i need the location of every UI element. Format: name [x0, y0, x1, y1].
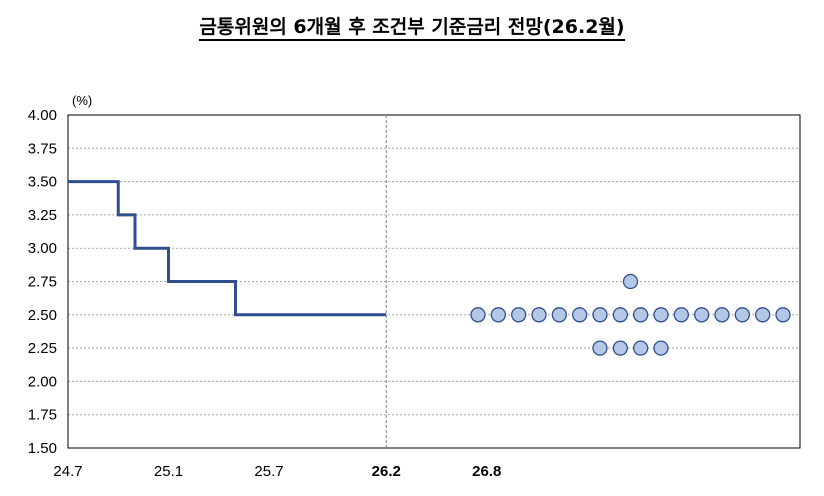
- projection-dot: [511, 307, 527, 323]
- projection-dot: [714, 307, 730, 323]
- y-tick-label: 3.25: [28, 207, 57, 224]
- x-tick-label: 25.7: [254, 463, 283, 480]
- x-tick-label: 25.1: [154, 463, 183, 480]
- unit-label: (%): [72, 93, 92, 108]
- y-tick-label: 2.00: [28, 373, 57, 390]
- x-tick-label: 26.2: [372, 463, 401, 480]
- plot-area: [67, 114, 801, 449]
- y-tick-label: 2.50: [28, 307, 57, 324]
- x-tick-label: 24.7: [53, 463, 82, 480]
- projection-dot: [622, 273, 639, 290]
- projection-dot: [612, 340, 628, 356]
- projection-dot: [633, 340, 649, 356]
- projection-dot: [734, 307, 750, 323]
- y-tick-label: 3.75: [28, 140, 57, 157]
- y-axis-ticks: 4.00 3.75 3.50 3.25 3.00 2.75 2.50 2.25 2.00 1.75…: [28, 107, 57, 457]
- projection-dot: [653, 340, 669, 356]
- y-tick-label: 2.75: [28, 274, 57, 291]
- projection-dot: [775, 307, 791, 323]
- projection-dot: [551, 307, 567, 323]
- y-tick-label: 1.50: [28, 440, 57, 457]
- projection-dot: [531, 307, 547, 323]
- projection-dot: [612, 307, 628, 323]
- projection-dot: [470, 307, 486, 323]
- chart-title: 금통위원의 6개월 후 조건부 기준금리 전망(26.2월): [0, 12, 824, 41]
- y-tick-label: 3.50: [28, 174, 57, 191]
- projection-dot: [572, 307, 588, 323]
- y-tick-label: 4.00: [28, 107, 57, 124]
- x-tick-label: 26.8: [472, 463, 501, 480]
- y-tick-label: 3.00: [28, 240, 57, 257]
- projection-dot: [755, 307, 771, 323]
- x-axis-ticks: 24.7 25.1 25.7 26.2 26.8: [53, 463, 501, 480]
- projection-dot: [490, 307, 506, 323]
- projection-dot: [673, 307, 689, 323]
- projection-dot: [653, 307, 669, 323]
- grid-lines: [68, 147, 800, 416]
- base-rate-step-line: [68, 180, 387, 317]
- projection-dot: [694, 307, 710, 323]
- projection-dot: [592, 307, 608, 323]
- y-tick-label: 2.25: [28, 340, 57, 357]
- y-tick-label: 1.75: [28, 407, 57, 424]
- projection-dots: [470, 273, 791, 356]
- projection-dot: [633, 307, 649, 323]
- projection-dot: [592, 340, 608, 356]
